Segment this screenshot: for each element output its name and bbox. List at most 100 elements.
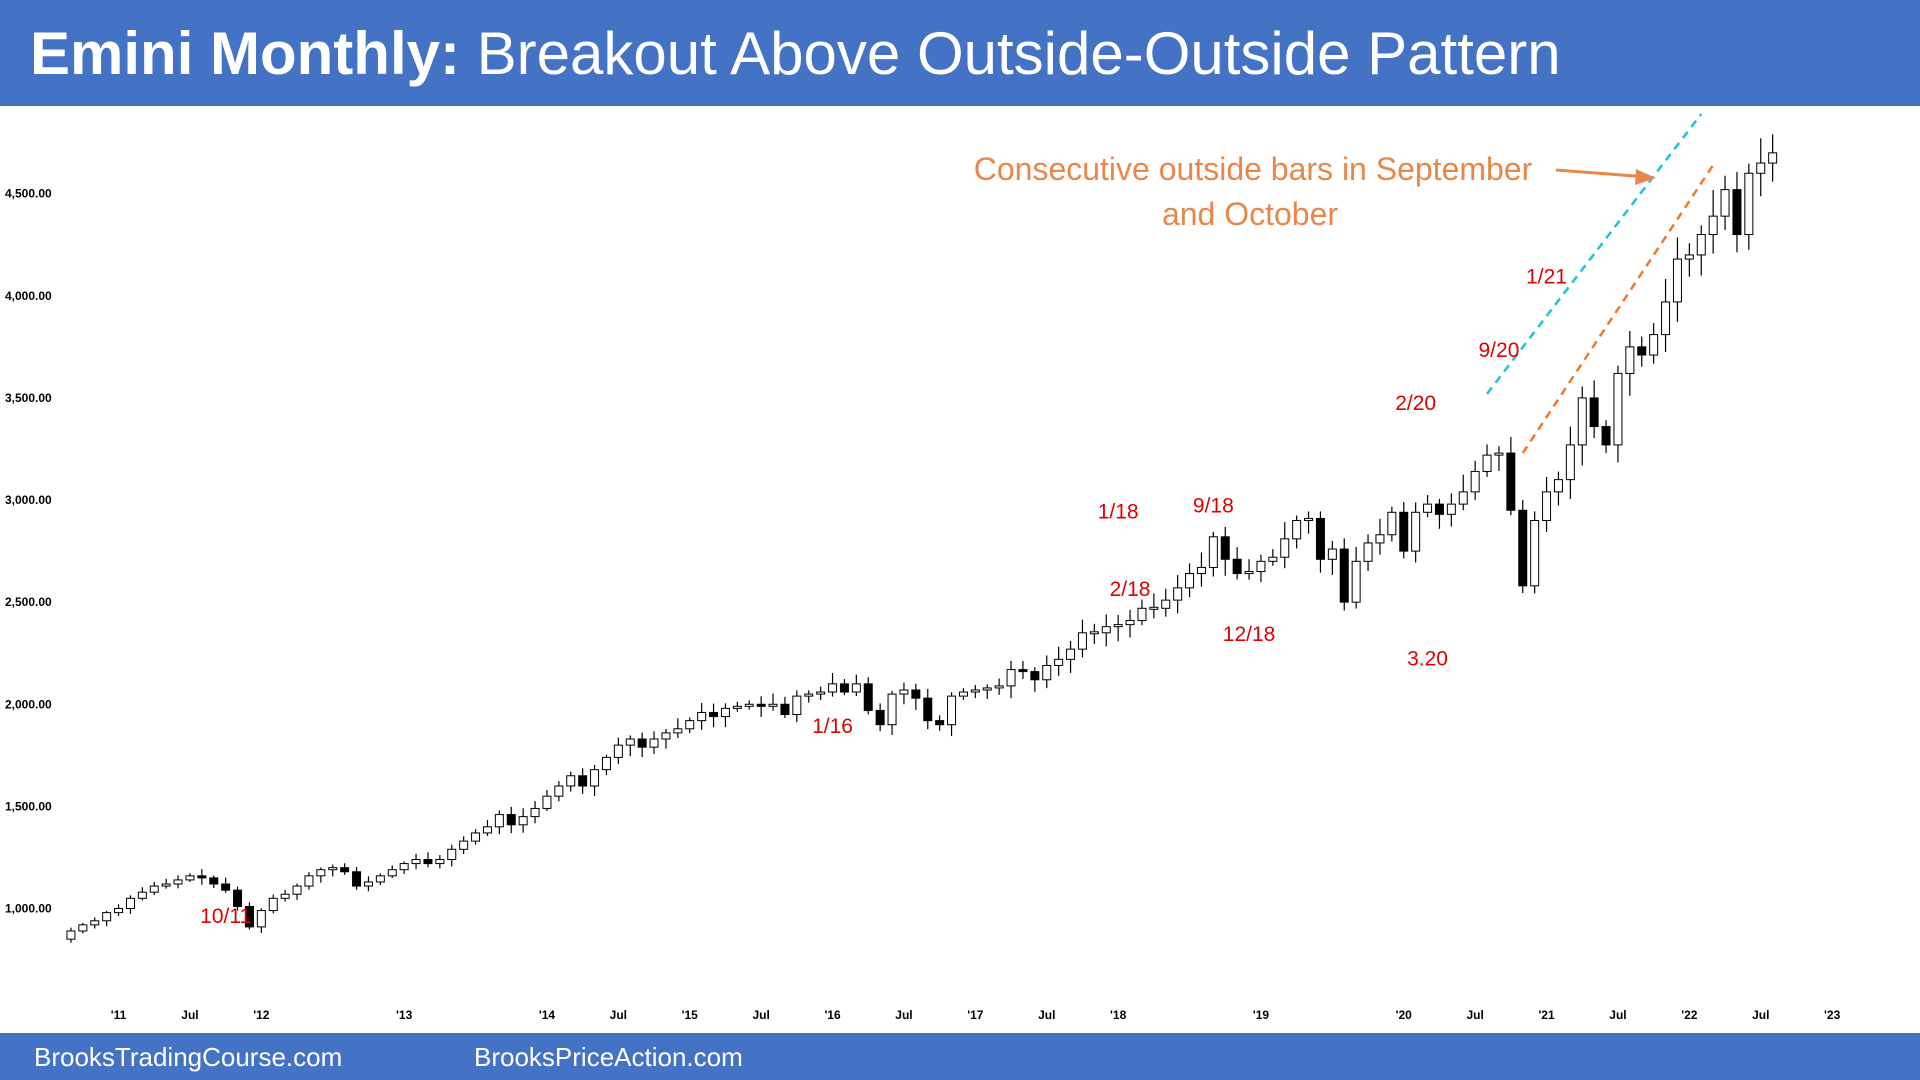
- swing-labels: 10/11 1/16 1/18 2/18 9/18 12/18 2/20 3.20 9/20 1/…: [200, 266, 1567, 928]
- candle-up: [1458, 491, 1468, 505]
- x-tick-label: '12: [253, 1008, 270, 1022]
- footer-bar: BrooksTradingCourse.com BrooksPriceActio…: [0, 1033, 1920, 1080]
- candle-up: [994, 685, 1004, 689]
- trendline-cyan: [1486, 113, 1703, 395]
- candle-up: [304, 875, 314, 887]
- candle-up: [947, 695, 957, 726]
- candle-up: [851, 683, 861, 693]
- candle-up: [566, 775, 576, 787]
- candle-up: [1113, 624, 1123, 628]
- candle-down: [1601, 426, 1611, 446]
- candle-up: [1708, 215, 1718, 236]
- candle-up: [1066, 648, 1076, 660]
- candle-up: [887, 693, 897, 726]
- candle-up: [1161, 599, 1171, 609]
- swing-label: 1/21: [1526, 266, 1567, 289]
- swing-label: 1/18: [1098, 500, 1139, 523]
- x-tick-label: Jul: [181, 1008, 198, 1022]
- candle-up: [1363, 542, 1373, 562]
- candle-up: [363, 881, 373, 887]
- candle-up: [1661, 301, 1671, 336]
- x-tick-label: '16: [824, 1008, 841, 1022]
- candle-down: [1637, 346, 1647, 356]
- candle-up: [1054, 658, 1064, 666]
- candle-down: [756, 703, 766, 707]
- candle-up: [90, 920, 100, 926]
- x-tick-label: '22: [1681, 1008, 1698, 1022]
- x-tick-label: Jul: [1466, 1008, 1483, 1022]
- candle-up: [1411, 511, 1421, 552]
- annotation-line-1: Consecutive outside bars in September: [974, 151, 1533, 187]
- candle-down: [221, 883, 231, 891]
- y-tick-label: 1,500.00: [5, 799, 52, 813]
- candle-down: [1232, 558, 1242, 575]
- trendlines: [1486, 113, 1715, 454]
- candle-up: [1125, 620, 1135, 626]
- swing-label: 9/18: [1193, 494, 1234, 517]
- candle-up: [1173, 587, 1183, 601]
- candle-up: [1280, 538, 1290, 558]
- candle-up: [828, 683, 838, 693]
- x-tick-label: '17: [967, 1008, 984, 1022]
- candle-up: [1613, 372, 1623, 446]
- candle-up: [899, 689, 909, 695]
- candle-up: [1137, 607, 1147, 622]
- annotation: Consecutive outside bars in September an…: [974, 151, 1656, 232]
- candle-up: [1720, 189, 1730, 217]
- candle-up: [161, 883, 171, 887]
- candle-up: [1756, 162, 1766, 174]
- candle-up: [1625, 346, 1635, 374]
- x-tick-label: '15: [682, 1008, 699, 1022]
- candle-down: [1220, 536, 1230, 560]
- candles: [66, 134, 1778, 943]
- swing-label: 3.20: [1407, 647, 1448, 670]
- candle-up: [1196, 566, 1206, 575]
- annotation-line-2: and October: [1162, 196, 1338, 232]
- candle-down: [911, 689, 921, 699]
- candle-up: [185, 875, 195, 881]
- title-rest: Breakout Above Outside-Outside Pattern: [476, 20, 1561, 87]
- candle-down: [709, 711, 719, 718]
- y-tick-label: 3,500.00: [5, 391, 52, 405]
- candle-up: [649, 738, 659, 748]
- title-bold: Emini Monthly:: [30, 20, 460, 87]
- candle-up: [970, 689, 980, 693]
- candle-down: [923, 697, 933, 722]
- candle-up: [1077, 632, 1087, 650]
- candle-up: [78, 924, 88, 932]
- y-tick-label: 4,500.00: [5, 187, 52, 201]
- candle-up: [494, 814, 504, 828]
- footer-link-brookspriceaction[interactable]: BrooksPriceAction.com: [474, 1042, 743, 1072]
- candle-up: [1375, 534, 1385, 544]
- y-tick-label: 1,000.00: [5, 902, 52, 916]
- candle-up: [1042, 664, 1052, 681]
- candle-up: [697, 711, 707, 722]
- candle-down: [1018, 669, 1028, 673]
- candle-up: [114, 908, 124, 914]
- candle-up: [137, 891, 147, 899]
- candle-up: [1244, 571, 1254, 575]
- candle-down: [1030, 671, 1040, 681]
- footer-link-brookstradingcourse[interactable]: BrooksTradingCourse.com: [34, 1042, 343, 1072]
- swing-label: 10/11: [200, 905, 251, 928]
- candle-up: [1208, 536, 1218, 568]
- candle-up: [149, 885, 159, 893]
- candle-down: [233, 889, 243, 907]
- candle-up: [1470, 470, 1480, 493]
- candle-up: [1268, 556, 1278, 562]
- candle-up: [625, 738, 635, 746]
- candle-up: [1684, 254, 1694, 260]
- candle-up: [1565, 444, 1575, 481]
- candle-down: [1339, 548, 1349, 603]
- candle-down: [863, 683, 873, 711]
- candle-up: [1089, 631, 1099, 635]
- candle-up: [804, 693, 814, 697]
- candle-up: [982, 687, 992, 691]
- candle-down: [839, 683, 849, 693]
- candle-up: [447, 848, 457, 861]
- x-axis: '11 Jul '12 '13 '14 Jul '15 Jul '16 Jul '17 Jul '18 '…: [111, 1008, 1841, 1022]
- candle-up: [102, 912, 112, 922]
- candle-up: [958, 691, 968, 697]
- title-bar: Emini Monthly: Breakout Above Outside-Ou…: [0, 0, 1920, 106]
